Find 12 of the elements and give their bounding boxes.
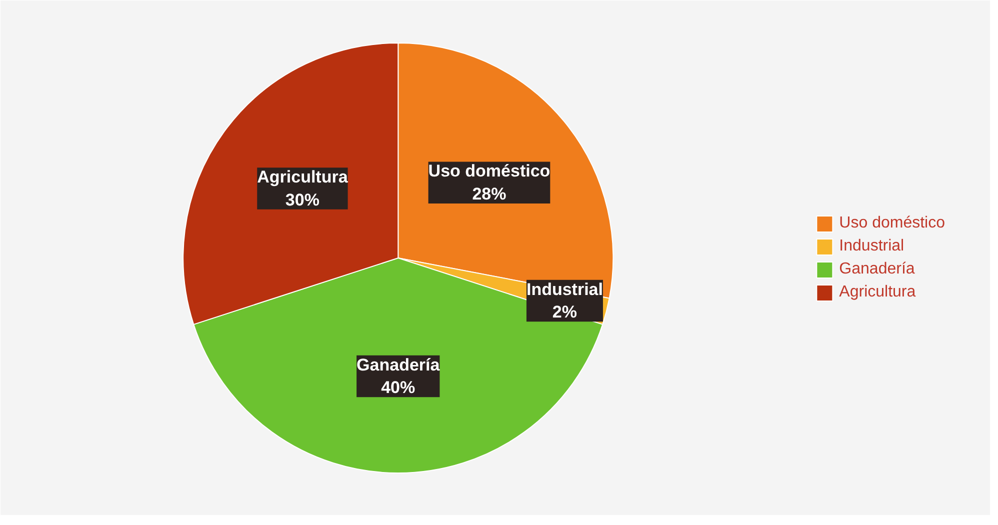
slice-label: Uso doméstico xyxy=(428,162,550,181)
data-label: 28% xyxy=(472,184,506,204)
legend-label: Industrial xyxy=(839,237,904,255)
data-label: 2% xyxy=(552,302,578,322)
legend-label: Uso doméstico xyxy=(839,214,945,232)
slice-label: Industrial xyxy=(526,280,603,299)
data-label: 30% xyxy=(285,190,320,210)
legend-label: Agricultura xyxy=(839,283,916,301)
legend-label: Ganadería xyxy=(839,260,915,278)
slice-label: Ganadería xyxy=(356,355,440,374)
slice-label: Agricultura xyxy=(257,168,348,187)
data-label: 40% xyxy=(381,378,416,398)
